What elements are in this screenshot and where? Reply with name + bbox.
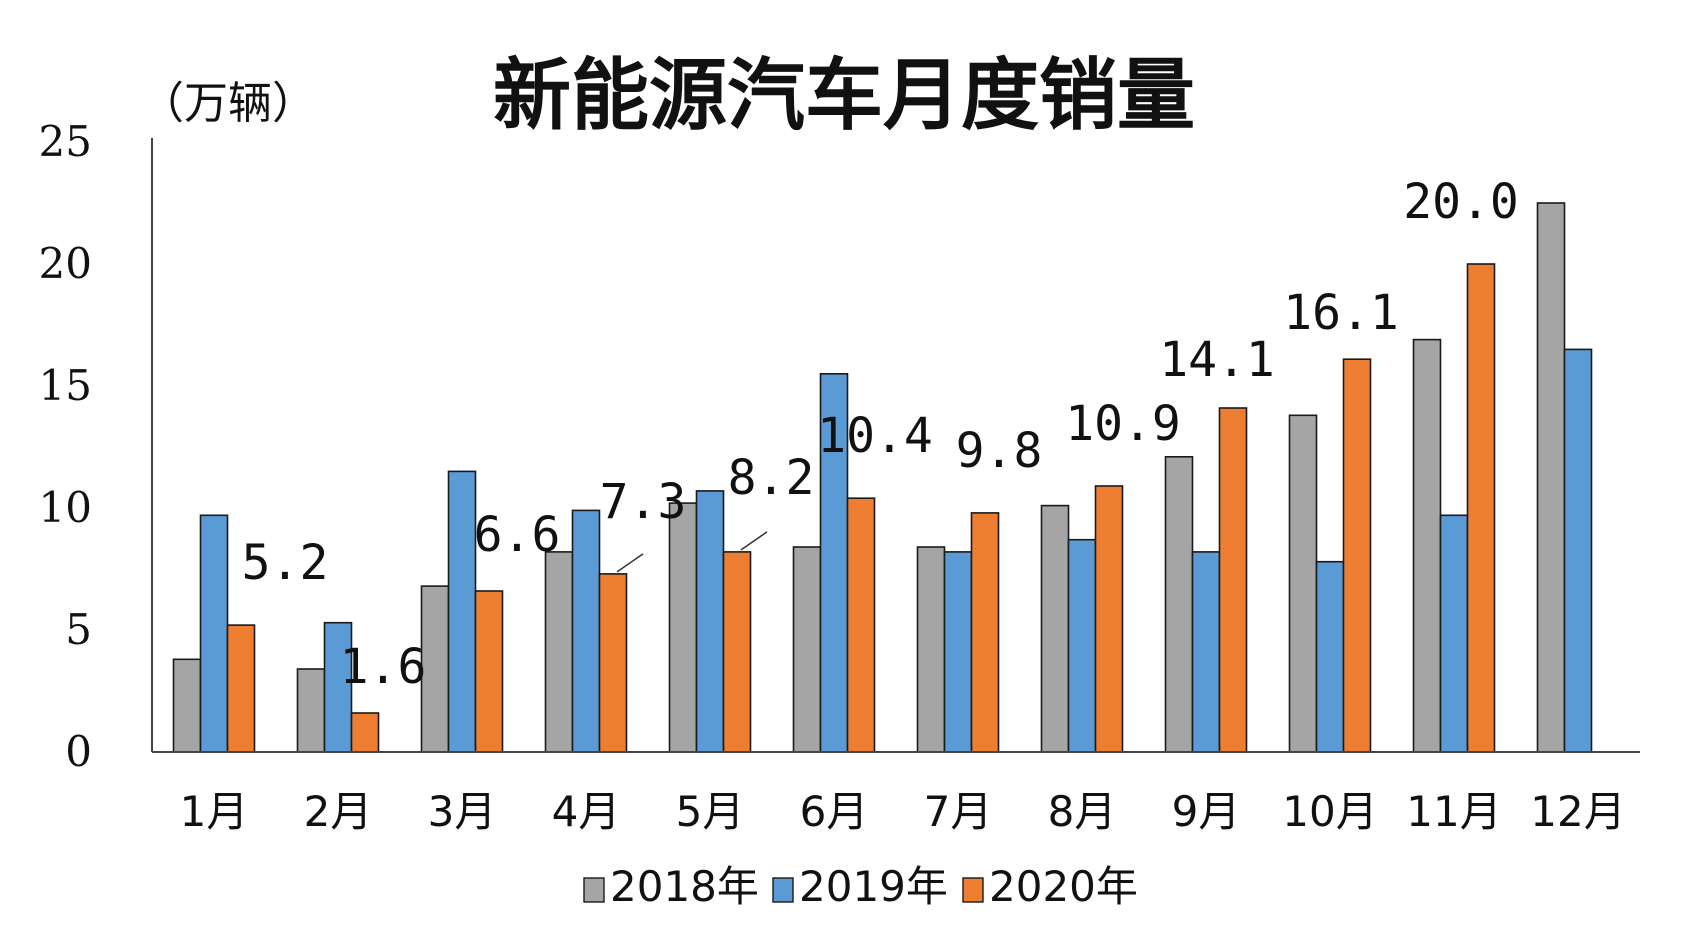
y-tick-label: 5 — [65, 605, 92, 654]
bar-2018年-7月 — [916, 546, 946, 753]
bar-2019年-10月 — [1315, 560, 1345, 753]
data-label-2020-1月: 5.2 — [242, 535, 329, 591]
chart-title: 新能源汽车月度销量 — [493, 51, 1195, 141]
bar-2019年-8月 — [1067, 538, 1097, 753]
data-label-2020-4月: 7.3 — [600, 474, 687, 530]
bar-2018年-5月 — [668, 502, 698, 753]
bar-2018年-10月 — [1288, 414, 1318, 753]
bar-2019年-7月 — [943, 551, 973, 753]
data-label-2020-10月: 16.1 — [1283, 285, 1399, 341]
bar-2019年-1月 — [199, 514, 229, 753]
x-tick-label: 8月 — [1048, 787, 1117, 836]
y-axis-unit-label: （万辆） — [140, 78, 316, 129]
y-axis: 0 5 10 15 20 25 — [39, 117, 92, 776]
bar-2020年-1月 — [226, 624, 256, 753]
y-tick-label: 0 — [65, 727, 92, 776]
bar-2019年-12月 — [1563, 348, 1593, 753]
bar-2020年-10月 — [1342, 358, 1372, 753]
x-tick-label: 1月 — [180, 787, 249, 836]
legend-label-2020年: 2020年 — [989, 862, 1138, 911]
bar-2020年-3月 — [474, 590, 504, 753]
bar-2020年-9月 — [1218, 407, 1248, 753]
bar-2020年-4月 — [598, 573, 628, 753]
bar-2018年-6月 — [792, 546, 822, 753]
bar-2019年-9月 — [1191, 551, 1221, 753]
data-label-2020-5月: 8.2 — [728, 450, 815, 506]
bar-series — [172, 202, 1593, 753]
data-label-2020-3月: 6.6 — [474, 507, 561, 563]
x-tick-label: 2月 — [304, 787, 373, 836]
bar-2020年-7月 — [970, 512, 1000, 753]
x-tick-label: 10月 — [1282, 787, 1377, 836]
bar-2019年-6月 — [819, 372, 849, 753]
legend-swatch-2019年 — [772, 877, 794, 903]
bar-2018年-1月 — [172, 658, 202, 753]
bar-2018年-2月 — [296, 668, 326, 753]
legend-label-2019年: 2019年 — [799, 862, 948, 911]
bar-2018年-9月 — [1164, 455, 1194, 753]
bar-2019年-11月 — [1439, 514, 1469, 753]
y-tick-label: 25 — [39, 117, 92, 166]
data-label-2020-8月: 10.9 — [1065, 396, 1181, 452]
x-axis: 1月 2月 3月 4月 5月 6月 7月 8月 9月 10月 11月 12月 — [180, 787, 1626, 836]
data-label-2020-2月: 1.6 — [340, 639, 427, 695]
bar-2020年-2月 — [350, 712, 380, 753]
bar-2018年-12月 — [1536, 202, 1566, 753]
bar-2018年-4月 — [544, 551, 574, 753]
data-label-2020-7月: 9.8 — [956, 423, 1043, 479]
bar-2018年-8月 — [1040, 504, 1070, 753]
x-tick-label: 7月 — [924, 787, 993, 836]
data-label-2020-9月: 14.1 — [1159, 332, 1275, 388]
x-tick-label: 11月 — [1406, 787, 1501, 836]
bar-2019年-4月 — [571, 509, 601, 753]
bar-2018年-11月 — [1412, 338, 1442, 753]
label-leader-line — [740, 531, 768, 551]
bar-2020年-5月 — [722, 551, 752, 753]
legend-swatch-2020年 — [962, 877, 984, 903]
label-leader-line — [616, 553, 644, 573]
bar-2020年-11月 — [1466, 263, 1496, 753]
bar-2019年-5月 — [695, 490, 725, 753]
bar-2020年-6月 — [846, 497, 876, 753]
data-label-2020-6月: 10.4 — [817, 408, 933, 464]
data-labels: 5.21.6 6.6 7.3 8.210.4 9.8 10.9 14.116.120.0 — [242, 174, 1519, 695]
y-tick-label: 20 — [39, 239, 92, 288]
y-tick-label: 15 — [39, 361, 92, 410]
x-tick-label: 12月 — [1530, 787, 1625, 836]
x-tick-label: 9月 — [1172, 787, 1241, 836]
x-tick-label: 5月 — [676, 787, 745, 836]
bar-2019年-3月 — [447, 470, 477, 753]
legend-label-2018年: 2018年 — [610, 862, 759, 911]
bar-2020年-8月 — [1094, 485, 1124, 753]
axis-lines — [151, 138, 1640, 753]
x-tick-label: 4月 — [552, 787, 621, 836]
legend-swatch-2018年 — [583, 877, 605, 903]
data-label-2020-11月: 20.0 — [1403, 174, 1519, 230]
x-tick-label: 3月 — [428, 787, 497, 836]
x-tick-label: 6月 — [800, 787, 869, 836]
y-tick-label: 10 — [39, 483, 92, 532]
chart-legend: 2018年 2019年 2020年 — [583, 862, 1138, 911]
